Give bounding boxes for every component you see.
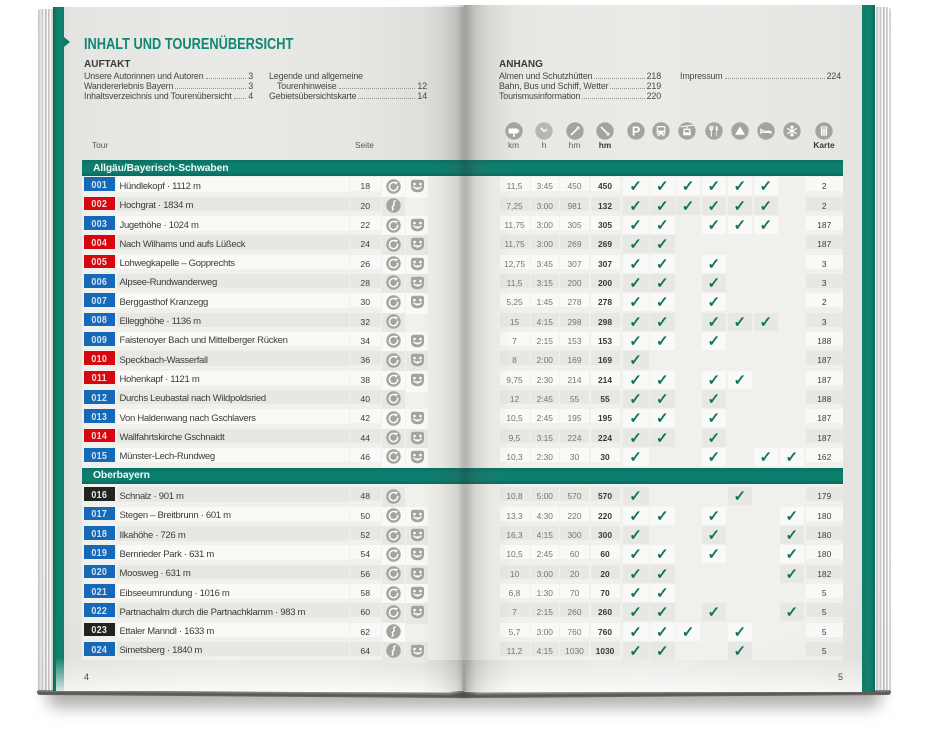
svg-text:P: P [631, 124, 639, 138]
